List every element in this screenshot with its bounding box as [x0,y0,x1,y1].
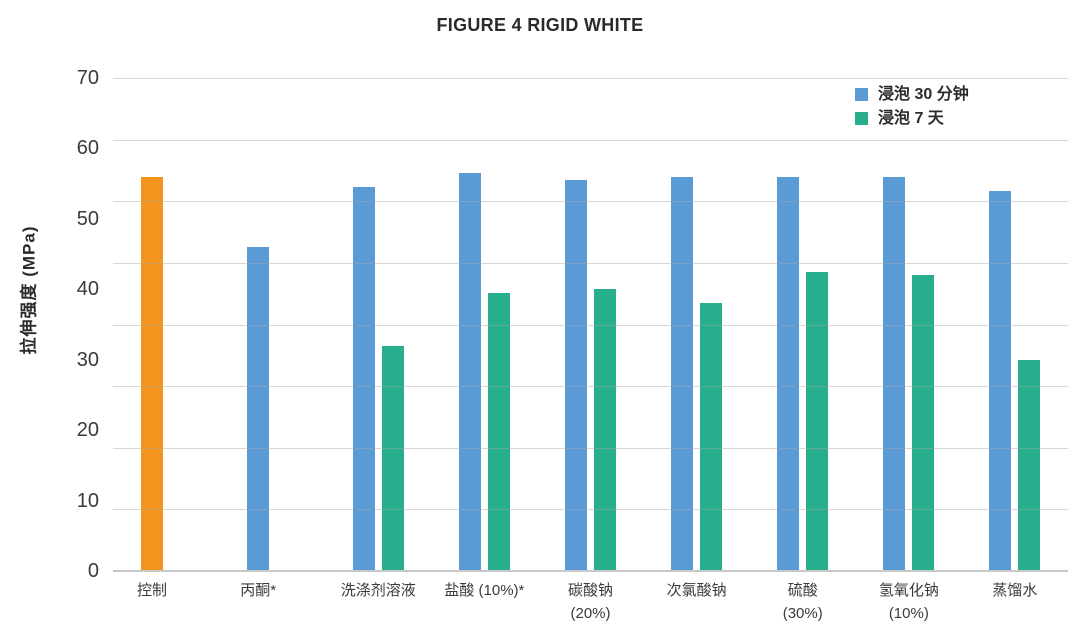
y-tick-label: 40 [76,278,99,301]
x-category-label: 蒸馏水 [992,582,1038,599]
x-category-label: 盐酸 (10%)* [444,582,525,599]
x-category-label: 次氯酸钠 [666,582,727,599]
bar-soak-30min [458,173,481,571]
legend-swatch-soak-30min-icon [855,88,868,102]
bar-soak-7days [381,345,404,571]
y-tick-label: 0 [87,560,99,582]
bar-soak-7days [806,271,829,571]
chart-title: FIGURE 4 RIGID WHITE [436,15,644,35]
y-tick-label: 50 [76,207,99,230]
bar-group [644,78,750,571]
y-tick-label: 60 [76,137,99,160]
x-category-label: 洗涤剂溶液 [340,582,416,599]
legend: 浸泡 30 分钟 浸泡 7 天 [855,85,969,128]
bar-soak-30min [564,180,587,571]
bar-soak-30min [989,190,1012,571]
bar-soak-30min [246,247,269,571]
legend-item-soak-7days: 浸泡 7 天 [855,109,969,128]
bar-group [750,78,856,571]
y-tick-label: 70 [76,67,99,89]
legend-item-soak-30min: 浸泡 30 分钟 [855,85,969,104]
legend-label: 浸泡 30 分钟 [878,86,969,103]
bar-group [325,78,431,571]
bar-soak-30min [352,187,375,571]
y-tick-label: 20 [76,419,99,442]
bar-soak-30min [883,176,906,571]
bar-soak-30min [777,176,800,571]
x-category-label: 控制 [137,582,168,599]
legend-label: 浸泡 7 天 [878,110,944,128]
legend-swatch-soak-7days-icon [855,112,868,126]
bar-group [113,78,219,571]
x-axis-labels: 控制 丙酮* 洗涤剂溶液 盐酸 (10%)* 碳酸钠 (20%) 次氯酸钠 硫酸 (30%)… [113,579,1068,626]
x-category-label: 丙酮* [240,582,277,599]
plot-area: 70 60 50 40 30 20 10 0 [77,68,1068,581]
x-category-label: 碳酸钠 (20%) [567,582,613,623]
bar-soak-7days [487,292,510,571]
bar-control [140,176,163,571]
bar-soak-30min [671,176,694,571]
bar-soak-7days [1018,359,1041,571]
x-category-label: 硫酸 (30%) [782,582,823,623]
bar-group [856,78,962,571]
bar-soak-7days [912,275,935,571]
x-axis-line [113,570,1068,572]
y-axis-title: 拉伸强度 (MPa) [19,225,39,355]
bar-group [962,78,1068,571]
bar-group [431,78,537,571]
bar-group [219,78,325,571]
bars-layer [113,78,1068,571]
y-tick-label: 10 [76,489,99,512]
bar-soak-7days [593,289,616,571]
x-category-label: 氢氧化钠 (10%) [878,582,939,623]
bar-soak-7days [700,303,723,571]
bar-group [537,78,643,571]
y-tick-label: 30 [76,348,99,371]
